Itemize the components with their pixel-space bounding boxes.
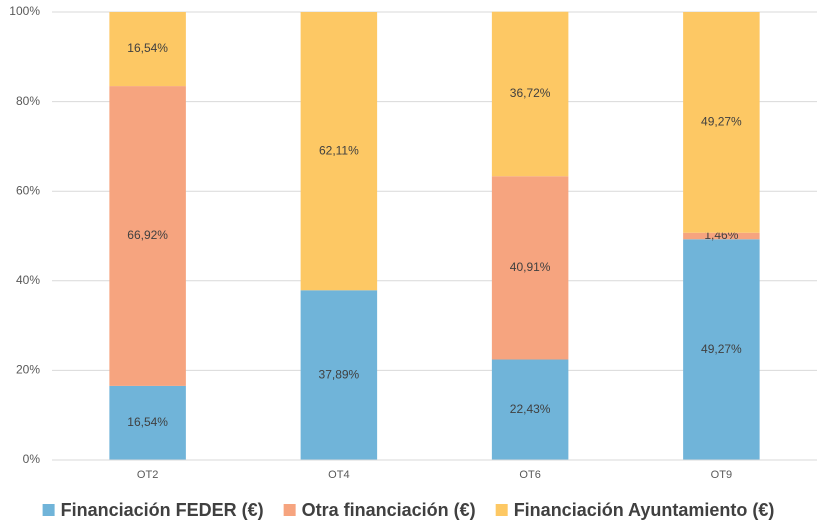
legend-swatch — [495, 504, 508, 516]
legend-label: Financiación FEDER (€) — [61, 500, 264, 520]
y-tick-label: 0% — [23, 452, 41, 466]
y-tick-label: 100% — [9, 4, 40, 18]
value-label: 49,27% — [701, 342, 742, 356]
bar-segment — [109, 12, 186, 87]
x-tick-label: OT4 — [328, 469, 349, 481]
legend-label: Otra financiación (€) — [302, 500, 476, 520]
bar-segment — [491, 176, 569, 360]
value-label: 16,54% — [127, 41, 168, 55]
y-tick-label: 80% — [16, 94, 40, 108]
value-label: 40,91% — [510, 260, 551, 274]
bar-segment — [491, 11, 569, 177]
value-label: 49,27% — [701, 115, 742, 129]
bar-segment — [300, 290, 378, 460]
x-tick-label: OT2 — [137, 469, 158, 481]
bar-segment — [683, 232, 760, 240]
y-tick-label: 20% — [16, 363, 40, 377]
bar-segment — [491, 359, 569, 460]
x-tick-label: OT9 — [711, 469, 732, 481]
value-label: 37,89% — [319, 367, 360, 381]
bar-segment — [683, 12, 760, 233]
bar-segment — [683, 239, 760, 460]
value-label: 66,92% — [127, 228, 168, 242]
legend-label: Financiación Ayuntamiento (€) — [514, 500, 775, 520]
value-label: 62,11% — [319, 143, 359, 157]
bar-segment — [109, 385, 186, 460]
y-tick-label: 40% — [16, 273, 40, 287]
value-label: 22,43% — [510, 402, 551, 416]
legend-swatch — [42, 504, 55, 516]
bar-segment — [109, 86, 186, 386]
legend-swatch — [283, 504, 296, 516]
y-tick-label: 60% — [16, 183, 40, 197]
value-label: 36,72% — [510, 86, 551, 100]
value-label: 16,54% — [127, 415, 168, 429]
bar-segment — [300, 12, 378, 291]
x-tick-label: OT6 — [519, 469, 540, 481]
